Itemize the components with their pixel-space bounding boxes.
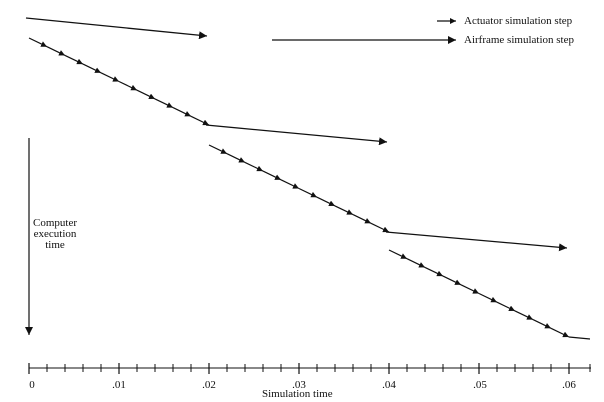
actuator-step-arrow: [388, 249, 408, 260]
actuator-step-arrow: [424, 266, 444, 277]
actuator-step-arrow: [64, 54, 84, 65]
actuator-step-arrow: [370, 222, 390, 233]
actuator-step-arrow: [334, 205, 354, 216]
x-tick-label-01: .01: [112, 379, 126, 391]
airframe-step-arrow: [205, 124, 388, 146]
actuator-step-arrow: [514, 310, 534, 321]
actuator-trailing-segment: [568, 336, 591, 340]
actuator-step-arrow: [136, 89, 156, 100]
actuator-step-arrow: [478, 292, 498, 303]
legend-actuator-label: Actuator simulation step: [464, 15, 573, 27]
actuator-step-arrow: [46, 46, 66, 56]
x-axis-ticks: [28, 363, 591, 374]
actuator-step-arrow: [352, 214, 372, 224]
actuator-step-arrow: [406, 258, 426, 268]
x-tick-label-06: .06: [562, 379, 576, 391]
actuator-step-arrow: [316, 196, 336, 207]
actuator-step-arrow: [244, 161, 264, 172]
actuator-step-arrow: [280, 179, 300, 190]
actuator-step-arrow: [262, 170, 282, 181]
actuator-step-arrow: [100, 72, 120, 83]
actuator-step-arrow: [550, 327, 570, 338]
x-tick-label-0: 0: [29, 379, 35, 391]
airframe-step-arrow: [385, 231, 568, 252]
y-axis-label-line-3: time: [45, 239, 65, 251]
actuator-step-arrow: [496, 301, 516, 312]
actuator-steps: [28, 37, 591, 340]
y-axis-label-line-2: execution: [33, 228, 77, 240]
actuator-step-arrow: [82, 63, 102, 74]
legend-airframe-label: Airframe simulation step: [464, 34, 574, 46]
actuator-step-arrow: [172, 107, 192, 117]
y-axis-label-line-1: Computer: [33, 217, 77, 229]
actuator-step-arrow: [118, 80, 138, 91]
actuator-step-arrow: [208, 144, 228, 155]
actuator-step-arrow: [28, 37, 48, 48]
x-tick-label-05: .05: [473, 379, 487, 391]
airframe-step-arrow: [25, 17, 208, 40]
x-axis-label: Simulation time: [262, 388, 333, 400]
actuator-step-arrow: [226, 153, 246, 163]
actuator-step-arrow: [442, 275, 462, 286]
airframe-steps: [25, 17, 568, 252]
x-tick-label-03: .03: [292, 379, 306, 391]
y-axis-label: Computer execution time: [29, 218, 81, 251]
x-tick-label-04: .04: [382, 379, 396, 391]
x-tick-label-02: .02: [202, 379, 216, 391]
actuator-step-arrow: [190, 115, 210, 126]
actuator-step-arrow: [532, 319, 552, 329]
actuator-step-arrow: [460, 284, 480, 295]
actuator-step-arrow: [154, 98, 174, 109]
actuator-step-arrow: [298, 187, 318, 198]
